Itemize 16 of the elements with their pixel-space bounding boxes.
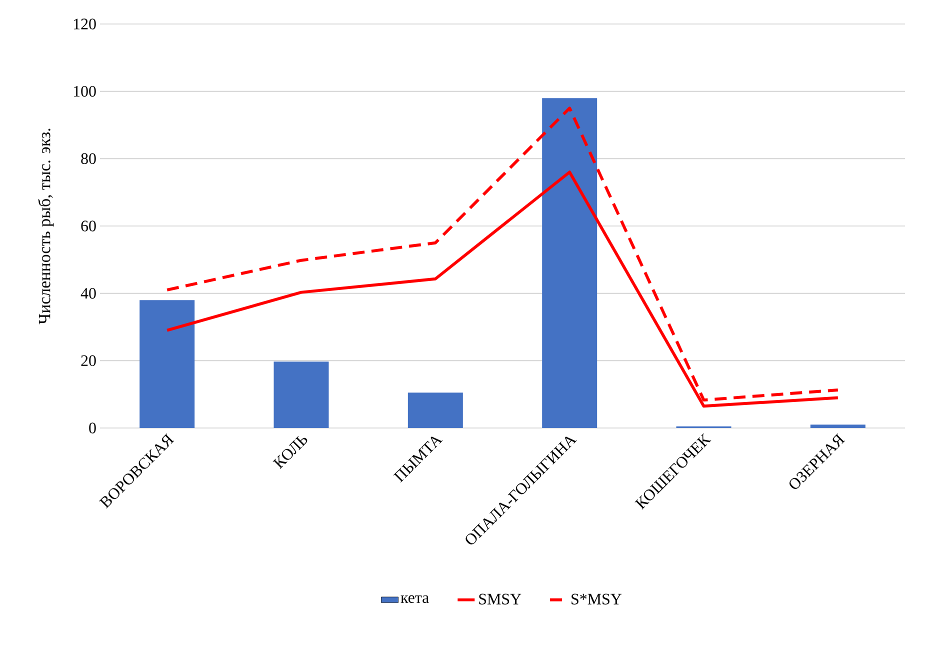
legend-label: SMSY — [479, 594, 522, 604]
y-tick-label: 80 — [81, 153, 96, 164]
y-axis-title: Численность рыб, тыс. экз. — [38, 128, 54, 324]
y-tick-label: 40 — [80, 288, 96, 299]
bar — [140, 300, 195, 428]
bar — [542, 98, 598, 428]
y-tick-label: 20 — [81, 355, 96, 366]
y-tick-label: 100 — [74, 86, 96, 97]
bar — [408, 392, 463, 428]
y-tick-label: 120 — [74, 18, 96, 30]
legend-label: S*MSY — [572, 594, 622, 604]
bar — [274, 362, 329, 428]
y-tick-label: 0 — [89, 422, 96, 434]
bar — [810, 424, 866, 428]
legend-label: кета — [400, 595, 429, 603]
y-tick-label: 60 — [81, 220, 96, 232]
